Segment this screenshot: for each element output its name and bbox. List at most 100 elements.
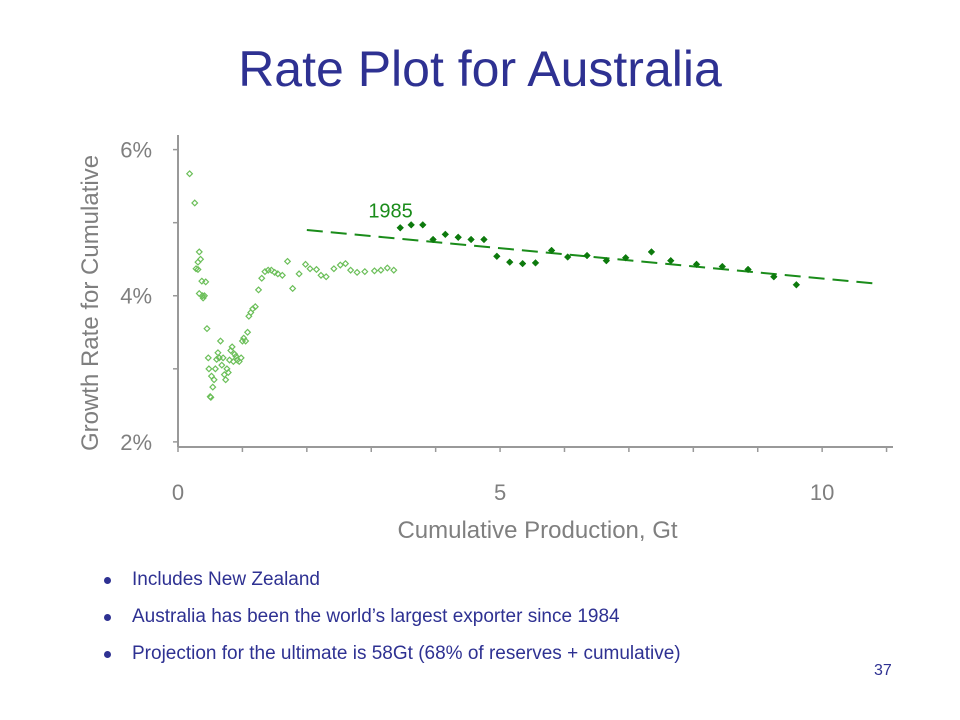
annotation-1985: 1985 xyxy=(368,201,413,223)
page-number: 37 xyxy=(874,662,892,679)
late-data-point xyxy=(692,260,701,269)
bullet-item-ultimate-projection: Projection for the ultimate is 58Gt (68%… xyxy=(102,639,681,676)
early-data-point xyxy=(317,271,325,279)
early-data-point xyxy=(278,271,286,279)
plot-area: 2% 4% 6% 0 5 10 Cumulative Production, Gt Growt… xyxy=(77,135,893,544)
early-data-point xyxy=(243,328,252,336)
early-data-point xyxy=(336,261,344,269)
late-data-point xyxy=(718,262,727,271)
early-data-point xyxy=(202,278,210,286)
early-data-point xyxy=(219,354,227,362)
early-data-point xyxy=(267,266,276,274)
early-data-point xyxy=(210,376,218,384)
x-tick-label: 10 xyxy=(810,480,834,505)
y-axis-title: Growth Rate for Cumulative xyxy=(77,155,104,451)
early-data-point xyxy=(330,265,338,273)
late-data-point xyxy=(407,221,415,229)
late-data-point xyxy=(518,259,527,268)
early-data-point xyxy=(231,350,239,358)
late-data-point xyxy=(454,233,462,242)
early-data-point xyxy=(191,199,199,207)
late-data-point xyxy=(441,230,450,239)
early-data-point xyxy=(274,270,282,278)
early-data-point xyxy=(204,354,212,362)
early-data-point xyxy=(215,354,223,362)
early-data-point xyxy=(241,337,250,345)
late-data-point xyxy=(531,259,540,267)
early-data-point xyxy=(225,356,234,364)
early-data-point xyxy=(283,257,292,266)
early-data-point xyxy=(196,255,205,263)
late-data-point xyxy=(667,256,675,265)
early-data-point xyxy=(312,265,321,274)
early-data-point xyxy=(222,376,230,384)
y-tick-label: 4% xyxy=(120,284,152,309)
early-data-point xyxy=(213,355,221,363)
early-data-point xyxy=(198,277,206,285)
early-data-point xyxy=(261,267,269,276)
early-data-point xyxy=(195,289,203,298)
early-data-point xyxy=(214,349,222,357)
early-data-point xyxy=(200,292,209,300)
early-data-point xyxy=(289,284,297,293)
bullet-item-largest-exporter: Australia has been the world’s largest e… xyxy=(102,602,681,639)
late-data-point xyxy=(493,252,501,261)
early-data-point xyxy=(295,270,303,278)
early-data-point xyxy=(209,383,217,391)
trend-line xyxy=(306,228,874,285)
bullet-list: Includes New Zealand Australia has been … xyxy=(102,565,681,676)
early-data-point xyxy=(194,265,202,274)
early-data-point xyxy=(207,393,215,401)
early-data-point xyxy=(254,286,263,294)
early-data-point xyxy=(361,267,369,276)
x-axis-title: Cumulative Production, Gt xyxy=(397,517,677,544)
late-data-point xyxy=(429,235,437,244)
y-tick-label: 2% xyxy=(120,430,152,455)
late-data-point xyxy=(505,258,514,266)
y-tick-label: 6% xyxy=(120,138,152,163)
early-data-point xyxy=(322,273,330,281)
early-data-point xyxy=(185,170,194,178)
early-data-point xyxy=(199,294,207,302)
early-data-point xyxy=(341,259,350,268)
early-data-point xyxy=(228,343,236,351)
late-data-point xyxy=(647,248,656,256)
late-data-point xyxy=(602,256,611,265)
late-data-point xyxy=(744,265,752,274)
early-data-point xyxy=(377,266,385,274)
early-data-point xyxy=(251,303,259,311)
early-data-point xyxy=(258,274,266,282)
late-data-point xyxy=(480,235,488,244)
late-data-point xyxy=(563,253,572,261)
early-data-point xyxy=(390,266,398,274)
early-data-point xyxy=(211,365,220,373)
early-data-point xyxy=(237,354,245,362)
early-data-point xyxy=(306,265,314,273)
late-data-point xyxy=(467,235,475,244)
early-data-point xyxy=(370,267,379,275)
late-data-point xyxy=(547,246,556,255)
x-tick-label: 0 xyxy=(172,480,184,505)
late-data-point xyxy=(792,281,801,289)
late-data-point xyxy=(396,224,404,232)
early-data-point xyxy=(205,365,213,373)
early-data-point xyxy=(383,264,391,272)
early-data-point xyxy=(224,368,232,377)
early-data-point xyxy=(198,292,207,300)
late-data-point xyxy=(770,272,778,281)
x-tick-label: 5 xyxy=(494,480,506,505)
early-data-point xyxy=(346,266,355,274)
early-data-point xyxy=(270,268,279,277)
late-data-point xyxy=(583,251,591,260)
early-data-point xyxy=(301,260,310,268)
early-data-point xyxy=(218,361,226,369)
bullet-item-new-zealand: Includes New Zealand xyxy=(102,565,681,602)
early-data-point xyxy=(192,265,200,273)
early-data-point xyxy=(353,268,361,277)
late-data-point xyxy=(419,221,427,229)
late-data-point xyxy=(621,254,630,262)
slide-title: Rate Plot for Australia xyxy=(238,41,722,97)
early-data-point xyxy=(216,337,225,345)
early-data-point xyxy=(195,248,203,256)
